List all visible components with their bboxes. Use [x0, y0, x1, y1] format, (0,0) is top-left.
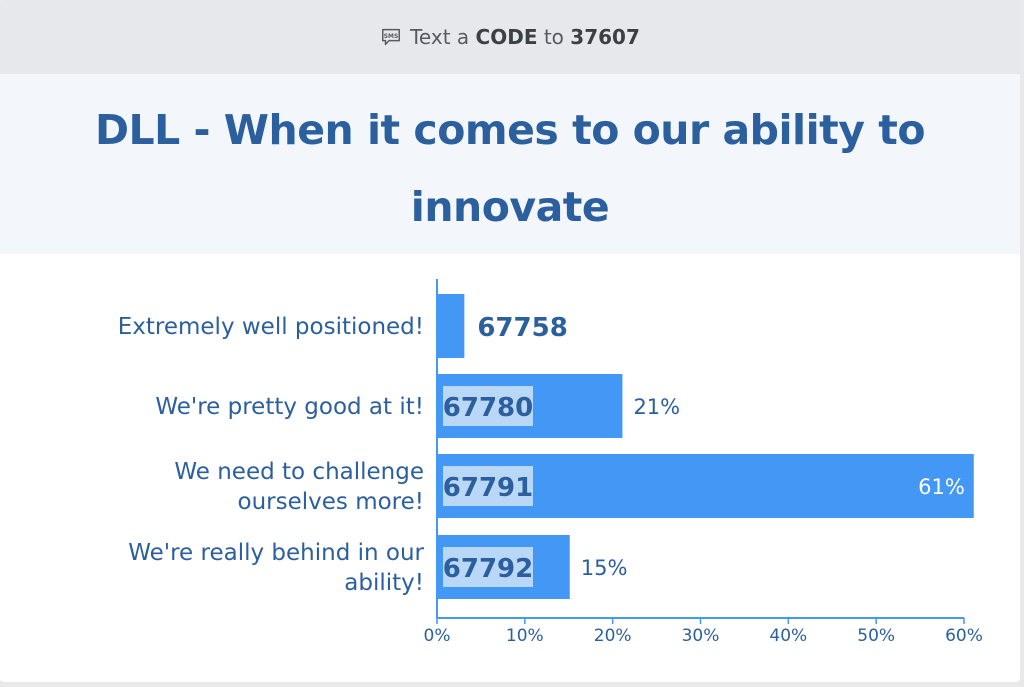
results-chart: 0% 10% 20% 30% 40% 50% 60% Extremely well posit…	[118, 279, 983, 646]
code-badge: 67792	[443, 554, 533, 584]
category-label: We're really behind in our	[128, 540, 424, 566]
code-badge-bg	[443, 386, 533, 426]
code-badge-bg	[443, 547, 533, 587]
bar	[438, 294, 465, 358]
x-tick-label: 60%	[945, 626, 983, 646]
x-tick-label: 50%	[857, 626, 895, 646]
sms-icon: SMS	[382, 28, 401, 46]
svg-text:SMS: SMS	[384, 33, 398, 40]
category-label: ability!	[344, 570, 424, 596]
instructions-bar: SMS Text a CODE to 37607	[0, 0, 1020, 74]
code-badge: 67791	[443, 473, 533, 503]
value-label: 21%	[633, 395, 680, 419]
category-label: We need to challenge	[174, 459, 424, 485]
x-tick-label: 30%	[682, 626, 720, 646]
code-badge: 67780	[443, 393, 533, 423]
value-label: 61%	[918, 475, 965, 499]
category-label: We're pretty good at it!	[155, 394, 424, 420]
x-tick-label: 10%	[506, 626, 544, 646]
code-badge-bg	[443, 466, 533, 506]
code-badge: 67758	[477, 313, 567, 343]
category-label: Extremely well positioned!	[118, 314, 424, 340]
value-label: 15%	[581, 556, 628, 580]
category-label: ourselves more!	[238, 489, 424, 515]
instruction-number: 37607	[570, 25, 640, 49]
instruction-code-word: CODE	[475, 25, 538, 49]
instruction-text: Text a	[410, 25, 470, 49]
x-tick-label: 20%	[594, 626, 632, 646]
title-area: DLL - When it comes to our ability to in…	[0, 74, 1020, 254]
instruction-text-to: to	[543, 25, 564, 49]
x-tick-label: 0%	[424, 626, 451, 646]
poll-title: DLL - When it comes to our ability to in…	[94, 106, 926, 231]
x-tick-label: 40%	[769, 626, 807, 646]
